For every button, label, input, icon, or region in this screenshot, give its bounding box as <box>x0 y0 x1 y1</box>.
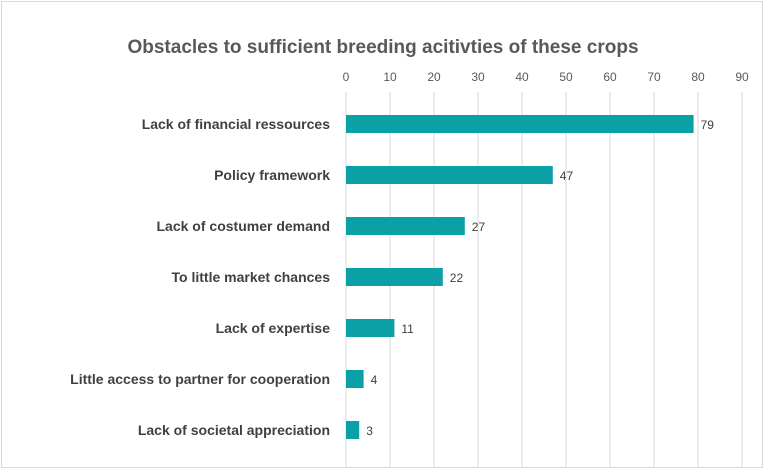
category-label-3: Lack of costumer demand <box>157 218 331 234</box>
x-tick-label-30: 30 <box>471 70 485 84</box>
data-label-1: 79 <box>701 118 715 132</box>
x-tick-label-60: 60 <box>603 70 617 84</box>
data-labels: 79 47 27 22 11 4 3 <box>366 118 714 438</box>
x-tick-label-80: 80 <box>691 70 705 84</box>
data-label-3: 27 <box>472 220 486 234</box>
category-label-2: Policy framework <box>214 167 330 183</box>
x-tick-label-0: 0 <box>343 70 350 84</box>
category-label-6: Little access to partner for cooperation <box>70 371 330 387</box>
data-label-6: 4 <box>371 373 378 387</box>
data-label-7: 3 <box>366 424 373 438</box>
category-labels: Lack of financial ressources Policy frame… <box>70 116 330 438</box>
bar-6 <box>346 370 364 388</box>
x-tick-label-40: 40 <box>515 70 529 84</box>
gridlines <box>345 92 743 468</box>
x-tick-label-20: 20 <box>427 70 441 84</box>
x-tick-label-10: 10 <box>383 70 397 84</box>
x-tick-label-50: 50 <box>559 70 573 84</box>
x-axis-ticks: 0 10 20 30 40 50 60 70 80 90 <box>343 70 749 84</box>
bar-1 <box>346 115 694 133</box>
x-tick-label-70: 70 <box>647 70 661 84</box>
category-label-4: To little market chances <box>172 269 331 285</box>
category-label-5: Lack of expertise <box>216 320 331 336</box>
bar-3 <box>346 217 465 235</box>
bars <box>346 115 694 439</box>
category-label-1: Lack of financial ressources <box>142 116 331 132</box>
bar-2 <box>346 166 553 184</box>
data-label-2: 47 <box>560 169 574 183</box>
bar-4 <box>346 268 443 286</box>
x-tick-label-90: 90 <box>735 70 749 84</box>
category-label-7: Lack of societal appreciation <box>138 422 330 438</box>
data-label-5: 11 <box>401 322 414 336</box>
chart-title: Obstacles to sufficient breeding acitivt… <box>127 37 638 58</box>
bar-5 <box>346 319 395 337</box>
data-label-4: 22 <box>450 271 464 285</box>
bar-7 <box>346 421 360 439</box>
